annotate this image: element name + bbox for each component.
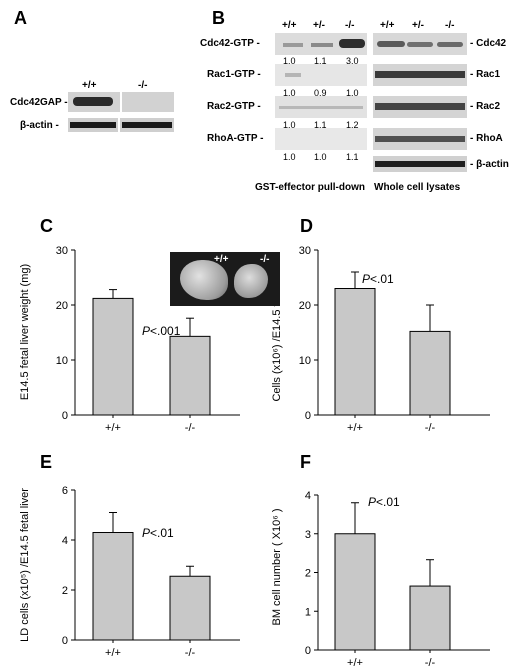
bar [169, 575, 211, 641]
liver-photo-inset: +/+ -/- [170, 252, 280, 306]
category-label: +/+ [347, 422, 363, 434]
category-label: +/+ [105, 422, 121, 434]
bar [409, 585, 451, 651]
y-tick-label: 20 [299, 300, 311, 312]
ratio-rac1-1: 1.0 [283, 88, 296, 98]
p-value-annotation: P<.01 [362, 272, 394, 286]
row-label-actin: β-actin - [20, 120, 59, 131]
bar [334, 288, 376, 416]
panel-label-a: A [14, 8, 27, 28]
y-axis-label: BM cell number ( X10⁶ ) [271, 508, 283, 625]
blot-rac1-total [373, 64, 467, 86]
y-axis-label: E14.5 fetal liver weight (mg) [19, 264, 31, 400]
inset-label-wt: +/+ [214, 254, 229, 265]
row-label-rac2-gtp: Rac2-GTP - [207, 101, 261, 112]
panel-label-d: D [300, 216, 313, 236]
genotype-label-wt: +/+ [82, 80, 97, 91]
chart-e: 0 2 4 6 +/+ -/- P<.01 LD cells (x10⁵) /E14.5 fe… [19, 485, 240, 659]
bar [409, 330, 451, 416]
category-label: +/+ [347, 657, 363, 669]
bar [92, 297, 134, 416]
y-tick-label: 0 [62, 635, 68, 647]
liver-wt-image [180, 260, 228, 300]
genotype-label-ko: -/- [138, 80, 148, 91]
bar [169, 335, 211, 416]
row-label-rhoa-gtp: RhoA-GTP - [207, 133, 264, 144]
y-tick-label: 3 [305, 529, 311, 541]
bar [92, 532, 134, 641]
genotype-right-1: +/+ [380, 20, 395, 31]
blot-cdc42gap [68, 92, 174, 112]
y-tick-label: 4 [305, 490, 311, 502]
blot-cdc42-gtp [275, 33, 367, 55]
row-label-rac1: - Rac1 [470, 69, 501, 80]
y-tick-label: 0 [305, 410, 311, 422]
inset-label-ko: -/- [260, 254, 270, 265]
row-label-cdc42gap: Cdc42GAP - [10, 97, 68, 108]
y-tick-label: 2 [62, 585, 68, 597]
ratio-rac2-3: 1.2 [346, 120, 359, 130]
blot-actin-a [68, 118, 174, 132]
ratio-cdc42-3: 3.0 [346, 56, 359, 66]
y-tick-label: 0 [62, 410, 68, 422]
category-label: -/- [425, 657, 436, 669]
y-tick-label: 6 [62, 485, 68, 497]
p-value-annotation: P<.001 [142, 324, 181, 338]
y-tick-label: 10 [56, 355, 68, 367]
blot-rhoa-total [373, 128, 467, 150]
panel-label-f: F [300, 452, 311, 472]
panel-label-b: B [212, 8, 225, 28]
y-tick-label: 10 [299, 355, 311, 367]
ratio-rac1-3: 1.0 [346, 88, 359, 98]
row-label-actin-b: - β-actin [470, 159, 509, 170]
chart-c: 0 10 20 30 +/+ -/- P<.001 E14.5 fetal liver wei… [19, 245, 240, 434]
genotype-left-1: +/+ [282, 20, 297, 31]
y-axis-label: LD cells (x10⁵) /E14.5 fetal liver [19, 488, 31, 642]
genotype-right-3: -/- [445, 20, 455, 31]
blot-actin-b [373, 156, 467, 172]
genotype-left-2: +/- [313, 20, 325, 31]
y-tick-label: 2 [305, 568, 311, 580]
category-label: -/- [185, 647, 196, 659]
category-label: -/- [185, 422, 196, 434]
genotype-left-3: -/- [345, 20, 355, 31]
ratio-rac2-2: 1.1 [314, 120, 327, 130]
y-tick-label: 0 [305, 645, 311, 657]
y-tick-label: 30 [299, 245, 311, 257]
genotype-right-2: +/- [412, 20, 424, 31]
bar [334, 533, 376, 651]
ratio-cdc42-2: 1.1 [314, 56, 327, 66]
ratio-cdc42-1: 1.0 [283, 56, 296, 66]
blot-rac2-gtp [275, 96, 367, 118]
row-label-cdc42: - Cdc42 [470, 38, 507, 49]
liver-ko-image [234, 264, 268, 298]
caption-pulldown: GST-effector pull-down [255, 182, 365, 193]
row-label-cdc42-gtp: Cdc42-GTP - [200, 38, 260, 49]
panel-label-e: E [40, 452, 53, 472]
row-label-rac1-gtp: Rac1-GTP - [207, 69, 261, 80]
ratio-rhoa-3: 1.1 [346, 152, 359, 162]
y-tick-label: 4 [62, 535, 68, 547]
y-tick-label: 1 [305, 606, 311, 618]
ratio-rac1-2: 0.9 [314, 88, 327, 98]
ratio-rhoa-2: 1.0 [314, 152, 327, 162]
ratio-rac2-1: 1.0 [283, 120, 296, 130]
panel-label-c: C [40, 216, 53, 236]
blot-rac1-gtp [275, 64, 367, 86]
p-value-annotation: P<.01 [142, 526, 174, 540]
y-tick-label: 30 [56, 245, 68, 257]
ratio-rhoa-1: 1.0 [283, 152, 296, 162]
caption-lysates: Whole cell lysates [374, 182, 461, 193]
p-value-annotation: P<.01 [368, 495, 400, 509]
y-tick-label: 20 [56, 300, 68, 312]
blot-rhoa-gtp [275, 128, 367, 150]
row-label-rhoa: - RhoA [470, 133, 503, 144]
category-label: +/+ [105, 647, 121, 659]
category-label: -/- [425, 422, 436, 434]
blot-cdc42-total [373, 33, 467, 55]
blot-rac2-total [373, 96, 467, 118]
chart-f: 0 1 2 3 4 +/+ -/- P<.01 BM cell number ( X10⁶ ) [271, 490, 490, 669]
row-label-rac2: - Rac2 [470, 101, 501, 112]
